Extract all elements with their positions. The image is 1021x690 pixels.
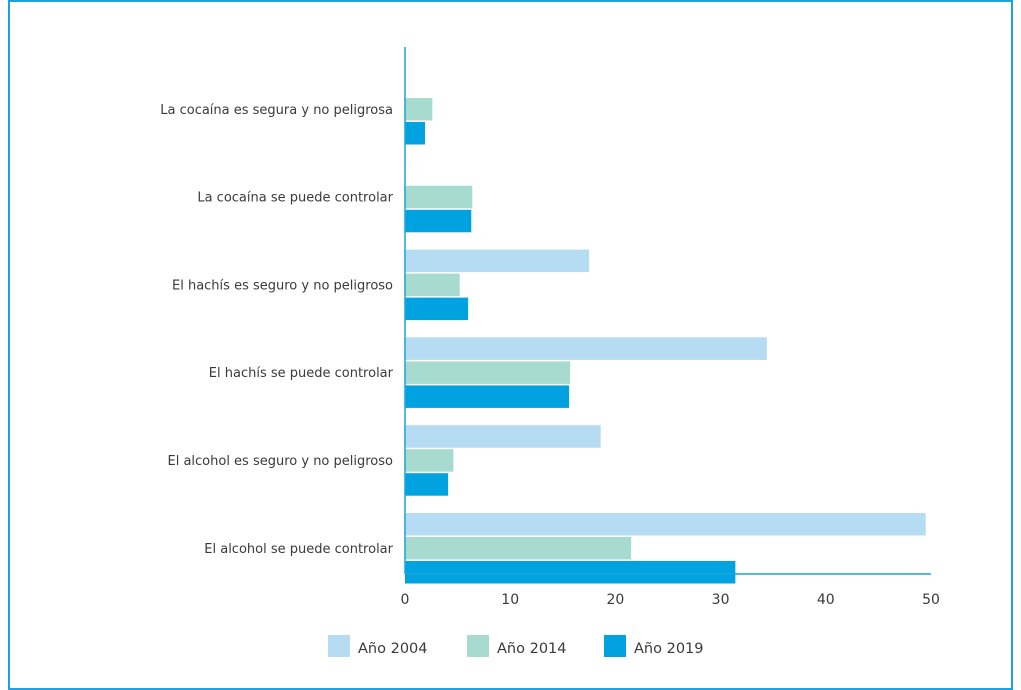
category-label: La cocaína se puede controlar bbox=[197, 191, 393, 206]
bar-2-6 bbox=[405, 537, 632, 560]
bar-1-3 bbox=[405, 249, 590, 273]
x-tick-label: 0 bbox=[401, 592, 410, 608]
x-tick-label: 40 bbox=[817, 592, 835, 608]
x-tick-labels: 0 10 20 30 40 50 bbox=[401, 592, 940, 608]
category-label: El hachís se puede controlar bbox=[209, 366, 394, 381]
category-label: La cocaína es segura y no peligrosa bbox=[160, 103, 393, 118]
bar-1-5 bbox=[405, 425, 601, 448]
legend-label-1: Año 2004 bbox=[358, 641, 428, 657]
x-tick-label: 30 bbox=[712, 592, 730, 608]
category-label: El alcohol es seguro y no peligroso bbox=[167, 454, 393, 469]
bar-3-6 bbox=[405, 561, 736, 584]
x-tick-label: 50 bbox=[922, 592, 940, 608]
legend: Año 2004 Año 2014 Año 2019 bbox=[328, 635, 704, 657]
bar-2-1 bbox=[405, 98, 433, 121]
legend-swatch-3 bbox=[604, 635, 626, 657]
x-tick-label: 10 bbox=[501, 592, 519, 608]
legend-label-3: Año 2019 bbox=[634, 641, 704, 657]
bar-1-4 bbox=[405, 337, 767, 360]
category-labels: La cocaína es segura y no peligrosa La co… bbox=[160, 103, 393, 557]
bars-group bbox=[405, 98, 926, 584]
bar-2-3 bbox=[405, 273, 460, 297]
category-label: El hachís es seguro y no peligroso bbox=[172, 278, 393, 293]
bar-3-4 bbox=[405, 385, 570, 408]
legend-label-2: Año 2014 bbox=[497, 641, 567, 657]
bar-3-3 bbox=[405, 297, 469, 321]
bar-3-2 bbox=[405, 209, 472, 233]
category-label: El alcohol se puede controlar bbox=[204, 542, 393, 557]
bar-3-1 bbox=[405, 122, 425, 145]
bar-2-5 bbox=[405, 449, 454, 472]
bar-2-2 bbox=[405, 185, 473, 209]
x-tick-label: 20 bbox=[606, 592, 624, 608]
bar-2-4 bbox=[405, 361, 571, 384]
bar-chart: La cocaína es segura y no peligrosa La co… bbox=[160, 47, 940, 657]
legend-swatch-1 bbox=[328, 635, 350, 657]
bar-3-5 bbox=[405, 473, 449, 496]
legend-swatch-2 bbox=[467, 635, 489, 657]
bar-1-6 bbox=[405, 513, 926, 536]
